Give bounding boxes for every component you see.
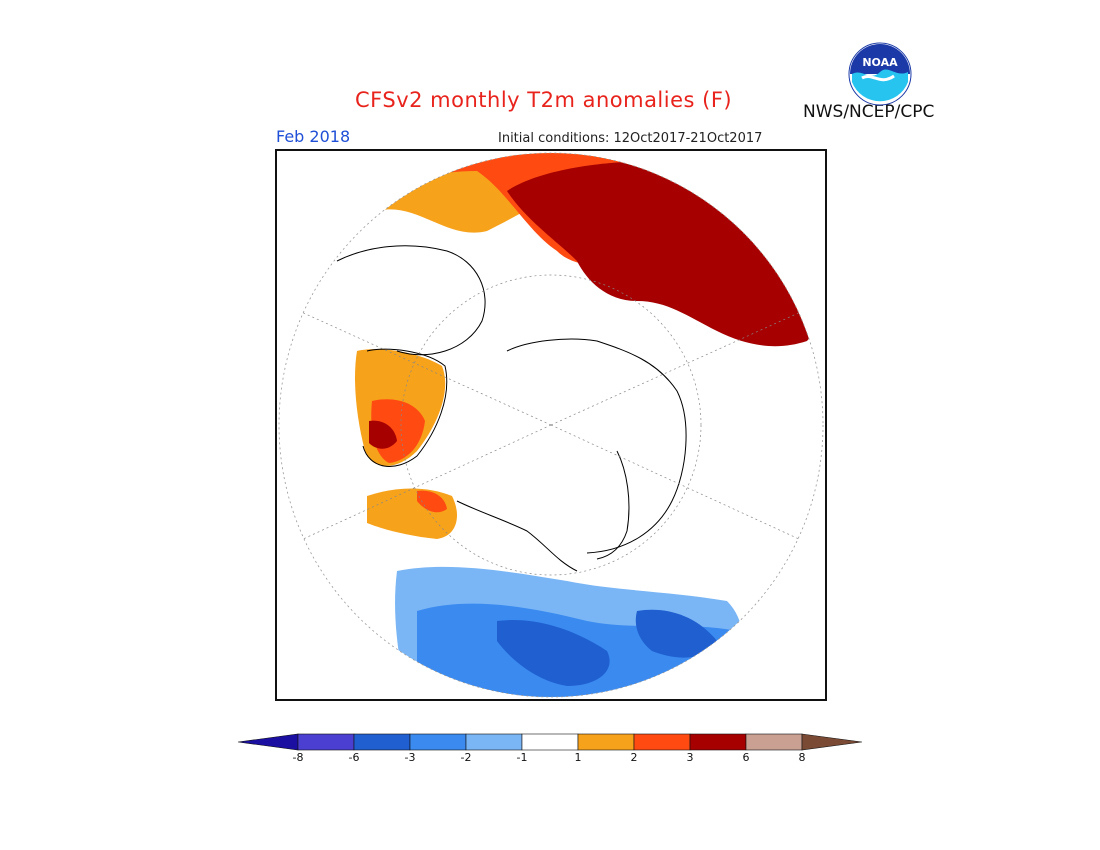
colorbar-bin xyxy=(521,733,579,751)
colorbar-bin xyxy=(465,733,523,751)
map-frame xyxy=(275,149,827,701)
polar-map xyxy=(278,152,824,698)
initial-conditions: Initial conditions: 12Oct2017-21Oct2017 xyxy=(498,131,763,146)
colorbar-labels: -8 -6 -3 -2 -1 1 2 3 6 8 xyxy=(238,751,862,767)
colorbar-tick-label: -6 xyxy=(348,751,360,764)
cold-anomaly-dark xyxy=(497,620,610,686)
colorbar-bin xyxy=(633,733,691,751)
graticule xyxy=(279,274,823,576)
coastlines xyxy=(336,245,687,572)
neutral-europe xyxy=(335,245,486,355)
colorbar-low-arrow xyxy=(238,733,299,751)
colorbar-tick-label: 1 xyxy=(574,751,582,764)
colorbar-tick-label: -1 xyxy=(516,751,528,764)
colorbar-bin xyxy=(353,733,411,751)
neutral-arctic xyxy=(378,327,710,577)
forecast-month: Feb 2018 xyxy=(276,127,351,146)
colorbar-bin xyxy=(689,733,747,751)
colorbar-bin xyxy=(745,733,803,751)
colorbar-bin xyxy=(577,733,635,751)
colorbar-high-arrow xyxy=(801,733,862,751)
map-title: CFSv2 monthly T2m anomalies (F) xyxy=(355,88,733,112)
warm-alaska-red xyxy=(417,490,447,513)
colorbar-tick-label: 2 xyxy=(630,751,638,764)
colorbar-bin xyxy=(409,733,467,751)
organization-label: NWS/NCEP/CPC xyxy=(803,102,935,122)
noaa-logo: NOAA xyxy=(848,42,912,106)
colorbar-tick-label: -3 xyxy=(404,751,416,764)
colorbar-tick-label: -8 xyxy=(292,751,304,764)
warm-greenland-darkred xyxy=(369,420,397,449)
colorbar-bin xyxy=(297,733,355,751)
cold-anomaly-dark-east xyxy=(635,609,717,658)
colorbar-tick-label: -2 xyxy=(460,751,472,764)
colorbar-tick-label: 6 xyxy=(742,751,750,764)
colorbar xyxy=(238,733,862,751)
colorbar-tick-label: 8 xyxy=(798,751,806,764)
colorbar-tick-label: 3 xyxy=(686,751,694,764)
logo-text: NOAA xyxy=(862,56,898,69)
